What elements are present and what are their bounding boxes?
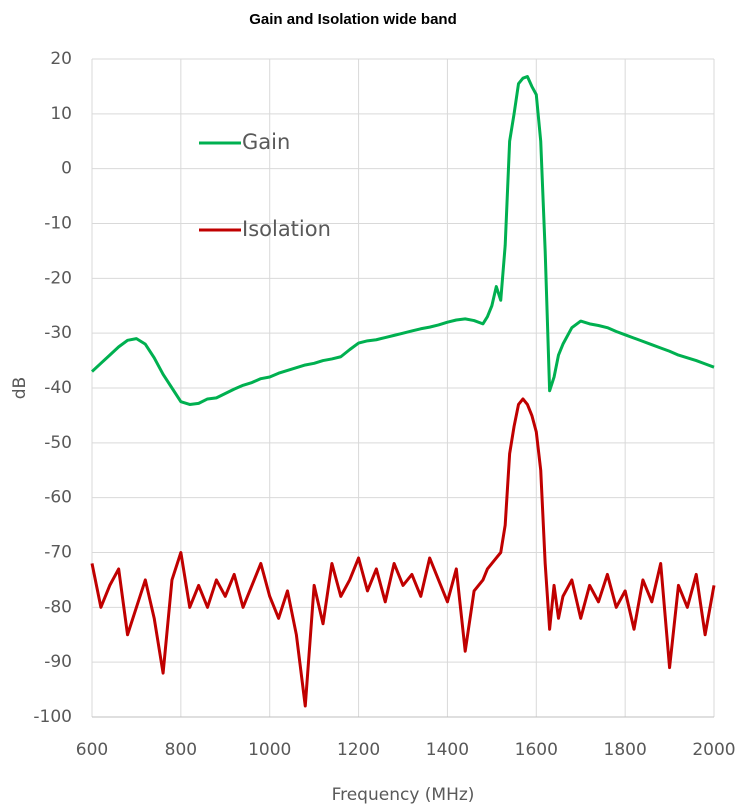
x-tick-label: 1600: [515, 740, 558, 760]
x-tick-label: 1200: [337, 740, 380, 760]
y-axis-label: dB: [10, 377, 30, 399]
y-tick-label: -90: [44, 652, 72, 672]
series-line: [90, 397, 716, 708]
y-tick-label: -80: [44, 597, 72, 617]
legend-label: Gain: [242, 130, 290, 154]
x-tick-label: 1400: [426, 740, 469, 760]
chart-title: Gain and Isolation wide band: [249, 11, 457, 28]
y-tick-label: 20: [50, 49, 72, 69]
x-tick-label: 600: [76, 740, 108, 760]
y-tick-label: -60: [44, 488, 72, 508]
y-tick-label: -40: [44, 378, 72, 398]
y-tick-label: -10: [44, 214, 72, 234]
y-tick-label: -50: [44, 433, 72, 453]
series-line: [90, 75, 715, 406]
y-tick-label: 0: [61, 159, 72, 179]
y-tick-label: -30: [44, 323, 72, 343]
x-axis-label: Frequency (MHz): [332, 785, 475, 805]
y-tick-label: -20: [44, 268, 72, 288]
x-tick-label: 1800: [604, 740, 647, 760]
y-tick-label: -70: [44, 543, 72, 563]
y-tick-label: 10: [50, 104, 72, 124]
legend-label: Isolation: [242, 217, 331, 241]
x-tick-label: 2000: [692, 740, 735, 760]
x-tick-label: 800: [165, 740, 197, 760]
x-tick-label: 1000: [248, 740, 291, 760]
y-tick-label: -100: [33, 707, 72, 727]
